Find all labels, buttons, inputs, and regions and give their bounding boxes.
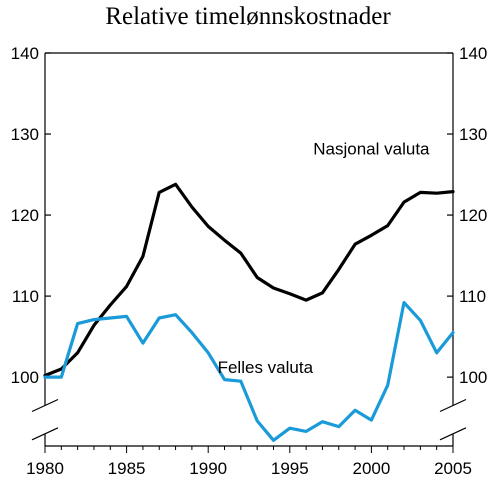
- series-line-felles-valuta: [43, 301, 455, 442]
- y-tick-label-left: 110: [12, 287, 39, 306]
- chart-title: Relative timelønnskostnader: [105, 3, 391, 30]
- y-tick-label-right: 100: [459, 368, 487, 387]
- series-label: Nasjonal valuta: [313, 139, 430, 158]
- series-label: Felles valuta: [218, 358, 314, 377]
- y-tick-label-left: 100: [11, 368, 39, 387]
- x-tick-label: 1995: [271, 459, 309, 478]
- axis-break-mark: [31, 427, 59, 441]
- axis-break-mark: [439, 398, 467, 413]
- axis-break-mark: [439, 427, 467, 441]
- plot-area: 100 110 120 130 140 100 110 120 130 140 1980 1985 19…: [11, 44, 488, 478]
- y-tick-label-left: 130: [11, 125, 39, 144]
- y-tick-label-right: 140: [459, 44, 487, 63]
- x-tick-label: 1980: [26, 459, 64, 478]
- x-tick-label: 1990: [189, 459, 227, 478]
- y-tick-label-left: 140: [11, 44, 39, 63]
- axis-break-mark: [31, 398, 59, 413]
- series-line-nasjonal-valuta: [43, 182, 455, 378]
- y-tick-label-right: 130: [459, 125, 487, 144]
- x-tick-label: 1985: [108, 459, 146, 478]
- y-tick-label-right: 120: [459, 206, 487, 225]
- y-tick-label-right: 110: [459, 287, 486, 306]
- x-tick-label: 2005: [434, 459, 472, 478]
- y-tick-label-left: 120: [11, 206, 39, 225]
- x-tick-label: 2000: [352, 459, 390, 478]
